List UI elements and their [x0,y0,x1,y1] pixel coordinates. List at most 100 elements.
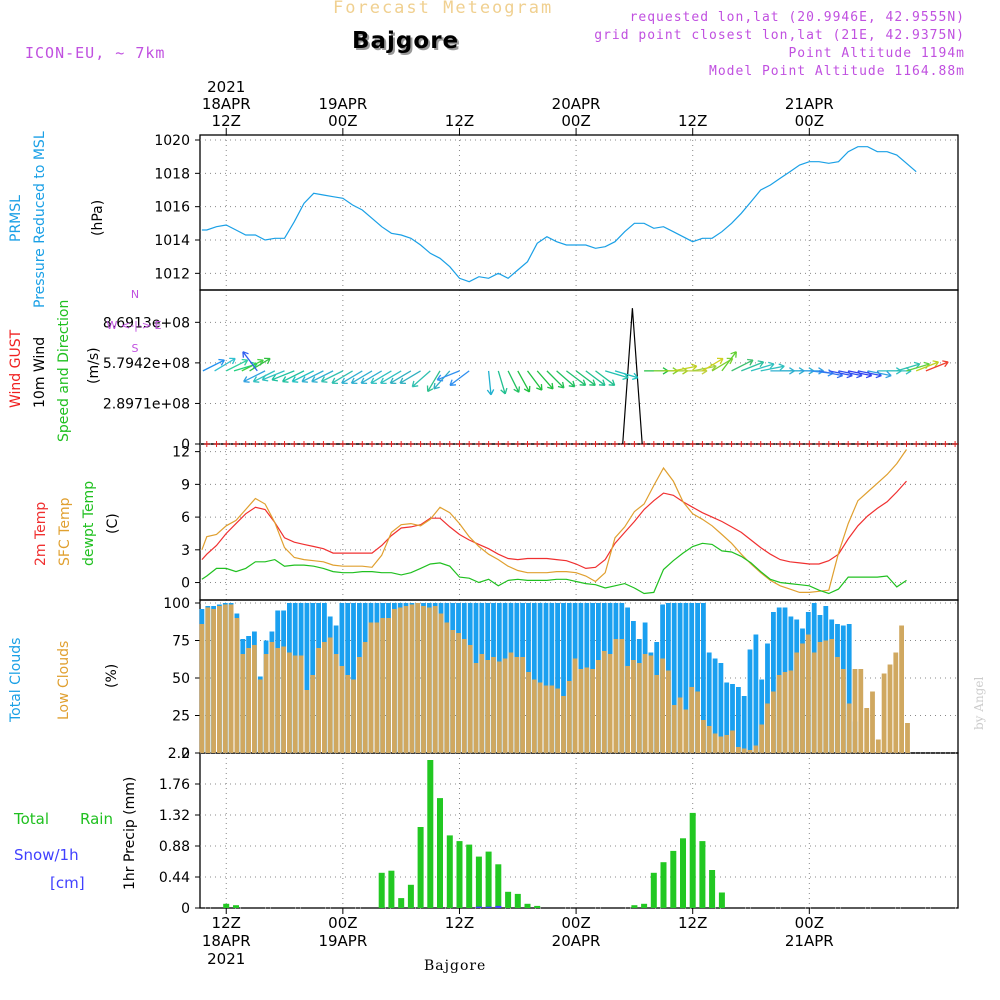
wind-vector-arrow [360,370,383,385]
footer-location: Bajgore [424,958,487,974]
wind-vector-arrow [526,370,543,391]
low-cloud-bar [561,696,566,753]
low-cloud-bar [537,682,543,753]
low-cloud-bar [887,664,893,753]
rain-bar [417,827,424,908]
point-altitude: Point Altitude 1194m [788,46,965,61]
gust-marker [349,441,356,447]
low-cloud-bar [782,672,788,753]
wind-vector-arrow [202,358,225,372]
low-cloud-bar [287,652,292,753]
wind-vector-arrow [867,370,892,379]
location-title: Bajgore [352,28,460,54]
rain-bar [223,903,230,908]
low-cloud-bar [905,723,910,753]
y-tick-label: 3 [181,543,190,559]
gust-marker [679,441,686,447]
low-cloud-bar [619,639,625,753]
snow-bar [495,905,502,908]
gust-marker [767,441,774,447]
bottom-day-label: 20APR [552,932,601,950]
low-cloud-bar [817,642,823,753]
low-cloud-bar [578,669,584,753]
gust-marker [456,441,463,447]
low-cloud-bar [421,606,426,753]
low-cloud-bar [730,730,735,753]
wind-spike-line [622,308,643,445]
wind-vector-arrow [750,361,775,372]
gust-marker [670,441,677,447]
rain-bar [427,760,434,908]
top-hour-label: 12Z [678,112,707,130]
low-cloud-bar [514,657,520,753]
gust-marker [203,441,210,447]
gust-marker [796,441,803,447]
y-tick-label: 1018 [154,166,190,182]
low-cloud-bar [875,739,881,753]
wind-vector-arrow [497,370,508,395]
wind-vector-arrow [426,370,441,393]
total-cloud-bar [712,658,718,753]
total-cloud-bar [730,684,735,753]
panel-frame [199,443,959,601]
y-tick-label: 8.6913e+08 [103,315,190,331]
rain-bar [631,905,638,908]
wind-vector-arrow [595,370,616,386]
wind-vector-arrow [692,363,717,372]
wind-vector-arrow [760,363,785,372]
low-cloud-bar [275,648,281,753]
total-cloud-bar [846,624,852,753]
low-cloud-bar [724,735,730,753]
gust-marker [320,441,327,447]
rain-bar [670,850,677,908]
rain-bar [660,862,667,908]
label-snow: Snow/1h [14,846,79,864]
y-tick-label: 1012 [154,266,190,282]
low-cloud-bar [759,724,765,753]
rain-bar [514,893,521,908]
total-cloud-bar [695,603,700,753]
low-cloud-bar [310,675,316,753]
low-cloud-bar [660,658,665,753]
low-cloud-bar [840,669,846,753]
gust-marker [359,441,366,447]
low-cloud-bar [322,642,327,753]
gust-marker [563,441,570,447]
rain-bar [456,841,463,908]
bottom-day-label: 18APR [202,932,251,950]
low-cloud-bar [392,609,397,753]
gust-marker [699,441,706,447]
bottom-day-label: 21APR [785,932,834,950]
low-cloud-bar [257,679,263,753]
y-tick-label: 1.76 [159,777,190,793]
total-cloud-bar [566,603,572,753]
low-cloud-bar [461,639,467,753]
y-tick-label: 25 [172,709,190,725]
low-cloud-bar [858,669,864,753]
low-cloud-bar [747,750,753,753]
low-cloud-bar [706,726,712,753]
rain-bar [495,864,502,908]
total-cloud-bar [537,603,543,753]
pressure-line [201,146,917,283]
low-cloud-bar [666,670,671,753]
y-tick-label: 75 [172,634,190,650]
wind-vector-arrow [243,370,266,383]
dewpt-temp-line [201,542,907,595]
y-tick-label: 12 [172,445,190,461]
low-cloud-bar [881,673,887,753]
gust-marker [602,441,609,447]
low-cloud-bar [269,642,275,753]
gust-marker [611,441,618,447]
y-tick-label: 2.2 [168,746,190,762]
wind-vector-arrow [261,370,285,382]
label-snow-unit: [cm] [50,874,85,892]
rain-bar [534,905,541,908]
low-cloud-bar [829,639,835,753]
y-tick-label: 100 [163,596,190,612]
low-cloud-bar [403,606,409,753]
label-total: Total [14,810,50,828]
y-tick-label: 0 [181,576,190,592]
requested-coords: requested lon,lat (20.9946E, 42.9555N) [629,10,965,25]
